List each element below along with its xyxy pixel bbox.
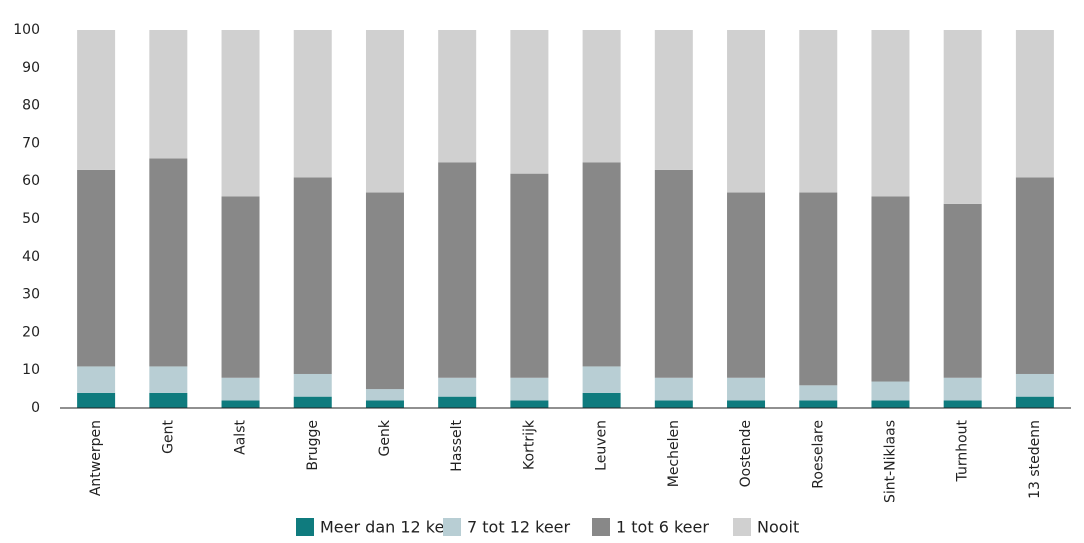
bar-segment — [149, 158, 188, 367]
bar-segment — [149, 30, 188, 159]
bar-segment — [365, 30, 404, 193]
bar-segment — [438, 396, 477, 408]
x-tick-label: Oostende — [738, 420, 754, 487]
x-tick-label: Leuven — [594, 420, 610, 471]
bar-segment — [871, 400, 910, 408]
y-tick-label: 60 — [22, 173, 40, 189]
bar-segment — [654, 30, 693, 170]
y-tick-label: 100 — [13, 22, 40, 38]
y-tick-label: 0 — [31, 400, 40, 416]
bar-segment — [293, 177, 332, 374]
bar-segment — [293, 30, 332, 178]
bar-segment — [221, 377, 260, 401]
x-tick-label: Kortrijk — [521, 419, 537, 470]
bar-segment — [221, 30, 260, 197]
bar-segment — [438, 30, 477, 163]
bar-segment — [727, 377, 766, 401]
y-tick-label: 40 — [22, 249, 40, 265]
bar-segment — [943, 377, 982, 401]
x-tick-label: Antwerpen — [88, 420, 104, 496]
bar-segment — [365, 389, 404, 401]
x-tick-label: Hasselt — [449, 419, 465, 471]
bar-segment — [799, 192, 838, 386]
x-tick-label: Turnhout — [955, 419, 971, 482]
legend-label: 7 tot 12 keer — [467, 518, 571, 537]
x-tick-label: Sint-Niklaas — [882, 420, 898, 503]
y-tick-label: 50 — [22, 211, 40, 227]
bar-segment — [149, 392, 188, 408]
bar-segment — [799, 385, 838, 401]
x-tick-label: Aalst — [233, 420, 249, 455]
bar-segment — [365, 192, 404, 390]
x-tick-label: Brugge — [305, 420, 321, 471]
y-tick-label: 20 — [22, 324, 40, 340]
legend-swatch — [592, 518, 610, 536]
bar-segment — [510, 30, 549, 174]
bar-segment — [438, 162, 477, 378]
bar-segment — [1015, 396, 1054, 408]
bar-segment — [510, 173, 549, 378]
legend-swatch — [296, 518, 314, 536]
bar-segment — [510, 377, 549, 401]
bar-segment — [943, 203, 982, 378]
legend-label: Nooit — [757, 518, 799, 537]
bar-segment — [582, 392, 621, 408]
bar-segment — [365, 400, 404, 408]
y-tick-label: 90 — [22, 60, 40, 76]
bar-segment — [727, 30, 766, 193]
bar-segment — [293, 373, 332, 397]
bar-segment — [293, 396, 332, 408]
y-tick-label: 30 — [22, 287, 40, 303]
x-tick-label: Mechelen — [666, 420, 682, 487]
bar-segment — [582, 162, 621, 367]
legend-swatch — [443, 518, 461, 536]
bar-segment — [1015, 177, 1054, 374]
bar-segment — [582, 30, 621, 163]
x-tick-label: Genk — [377, 419, 393, 456]
bar-segment — [799, 400, 838, 408]
bar-segment — [871, 196, 910, 382]
bar-segment — [77, 366, 116, 393]
y-tick-label: 70 — [22, 135, 40, 151]
y-tick-label: 80 — [22, 98, 40, 114]
bar-segment — [149, 366, 188, 393]
bar-segment — [799, 30, 838, 193]
bar-segment — [871, 381, 910, 401]
bar-segment — [1015, 30, 1054, 178]
bar-segment — [77, 30, 116, 170]
bar-segment — [77, 392, 116, 408]
legend-label: Meer dan 12 keer — [320, 518, 461, 537]
bar-segment — [943, 400, 982, 408]
bar-segment — [871, 30, 910, 197]
bar-segment — [438, 377, 477, 397]
x-tick-label: 13 stedenn — [1027, 420, 1043, 499]
bar-segment — [510, 400, 549, 408]
bar-segment — [221, 400, 260, 408]
bar-segment — [727, 192, 766, 378]
bar-segment — [1015, 373, 1054, 397]
bar-segment — [654, 377, 693, 401]
legend-label: 1 tot 6 keer — [616, 518, 709, 537]
x-tick-label: Gent — [160, 419, 176, 453]
bar-segment — [943, 30, 982, 204]
bar-segment — [77, 169, 116, 367]
bar-segment — [221, 196, 260, 378]
bar-segment — [654, 169, 693, 378]
bar-segment — [654, 400, 693, 408]
y-tick-label: 10 — [22, 362, 40, 378]
bar-segment — [582, 366, 621, 393]
legend-swatch — [733, 518, 751, 536]
bar-segment — [727, 400, 766, 408]
x-tick-label: Roeselare — [810, 420, 826, 489]
